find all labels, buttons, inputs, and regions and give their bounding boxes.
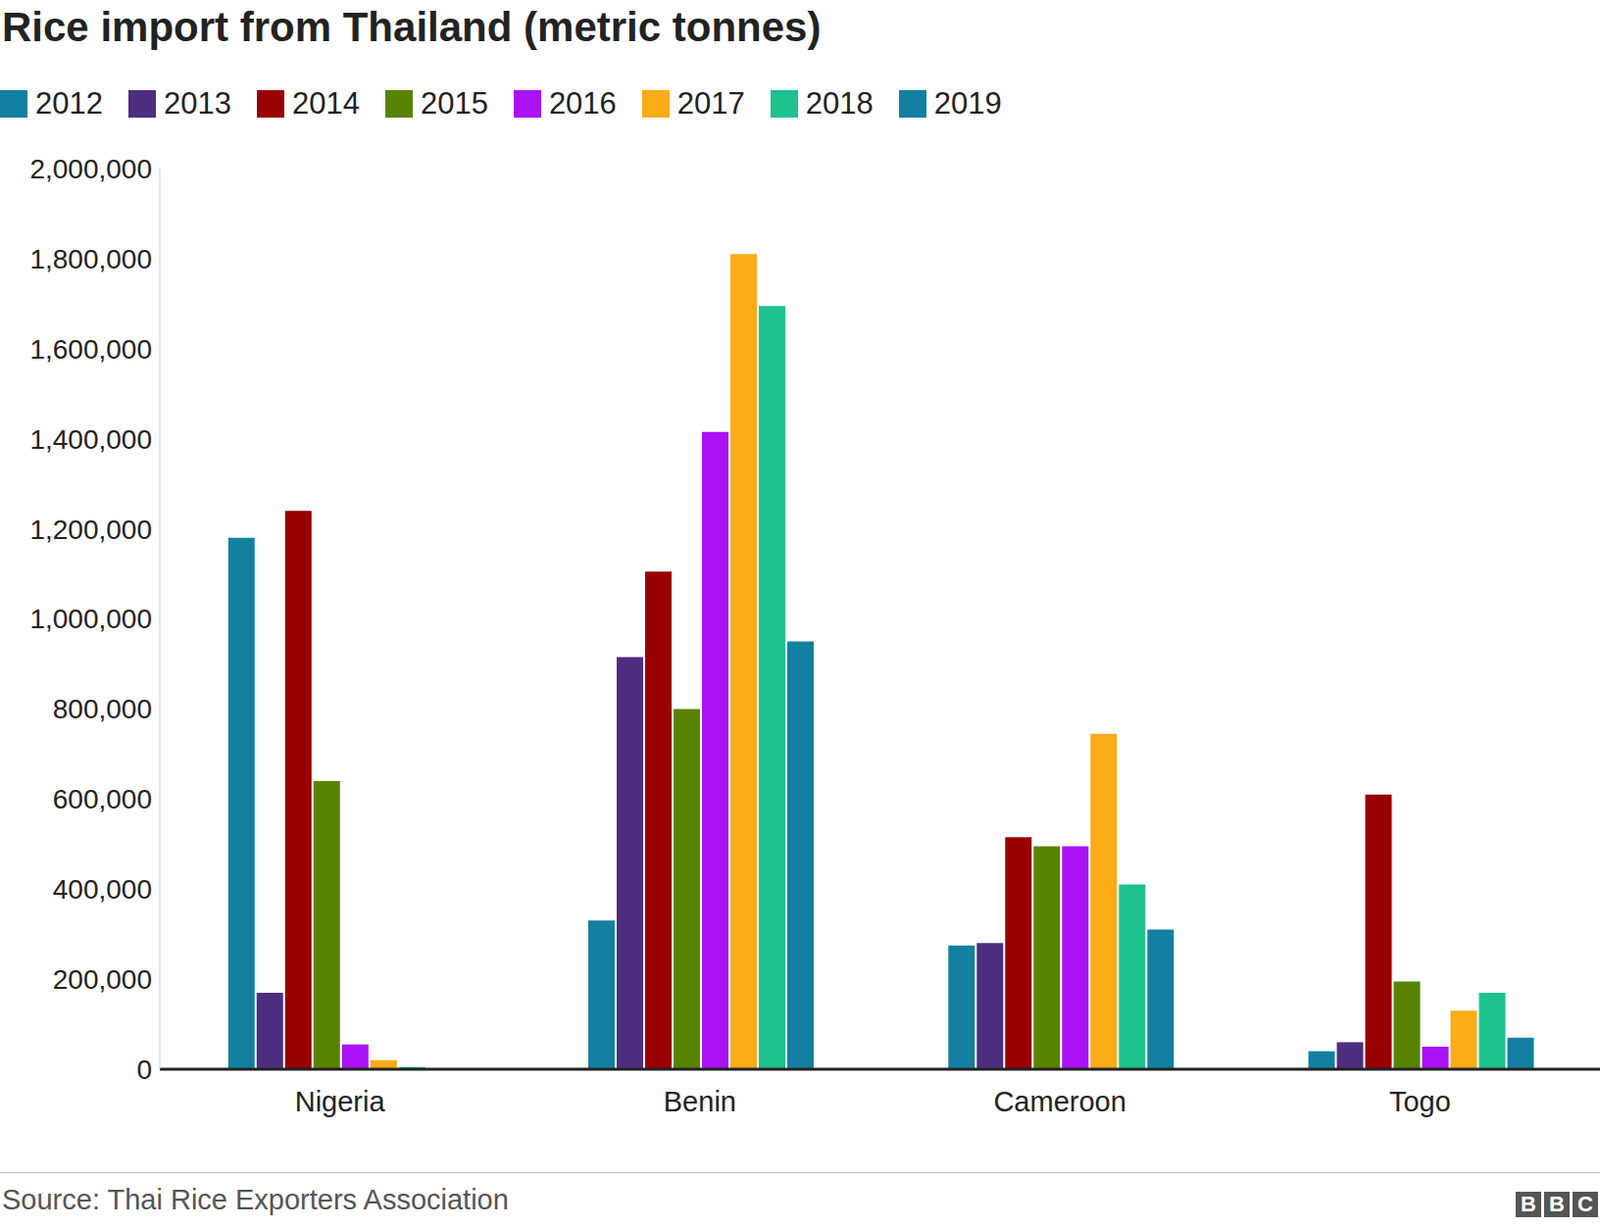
svg-text:600,000: 600,000 bbox=[52, 784, 152, 815]
svg-text:2,000,000: 2,000,000 bbox=[29, 153, 152, 185]
svg-text:1,600,000: 1,600,000 bbox=[29, 334, 152, 365]
html-text:C: C bbox=[1577, 1192, 1594, 1217]
svg-text:Nigeria: Nigeria bbox=[295, 1086, 387, 1118]
html-text:Source: Thai Rice Exporters As: Source: Thai Rice Exporters Association bbox=[1, 1184, 509, 1216]
svg-text:Cameroon: Cameroon bbox=[993, 1086, 1126, 1118]
svg-text:1,400,000: 1,400,000 bbox=[29, 424, 152, 455]
html-text:2015: 2015 bbox=[420, 86, 489, 121]
svg-text:1,000,000: 1,000,000 bbox=[29, 603, 152, 635]
svg-text:Benin: Benin bbox=[663, 1086, 737, 1118]
svg-text:400,000: 400,000 bbox=[52, 874, 152, 905]
svg-text:800,000: 800,000 bbox=[52, 694, 152, 725]
html-text:2019: 2019 bbox=[934, 86, 1002, 121]
html-text:2017: 2017 bbox=[677, 86, 745, 121]
html-text:2014: 2014 bbox=[292, 86, 360, 121]
html-text:2016: 2016 bbox=[548, 86, 617, 121]
html-text:2012: 2012 bbox=[35, 86, 103, 121]
svg-text:1,200,000: 1,200,000 bbox=[29, 514, 152, 546]
html-text:B: B bbox=[1520, 1192, 1537, 1217]
html-text:2018: 2018 bbox=[805, 86, 874, 121]
html-text:2013: 2013 bbox=[163, 86, 232, 121]
svg-text:1,800,000: 1,800,000 bbox=[29, 244, 152, 275]
svg-text:0: 0 bbox=[136, 1054, 152, 1086]
svg-text:200,000: 200,000 bbox=[52, 964, 152, 996]
html-text:Rice import from Thailand (met: Rice import from Thailand (metric tonnes… bbox=[1, 3, 821, 50]
svg-text:Togo: Togo bbox=[1389, 1086, 1451, 1118]
html-text:B: B bbox=[1549, 1192, 1565, 1217]
